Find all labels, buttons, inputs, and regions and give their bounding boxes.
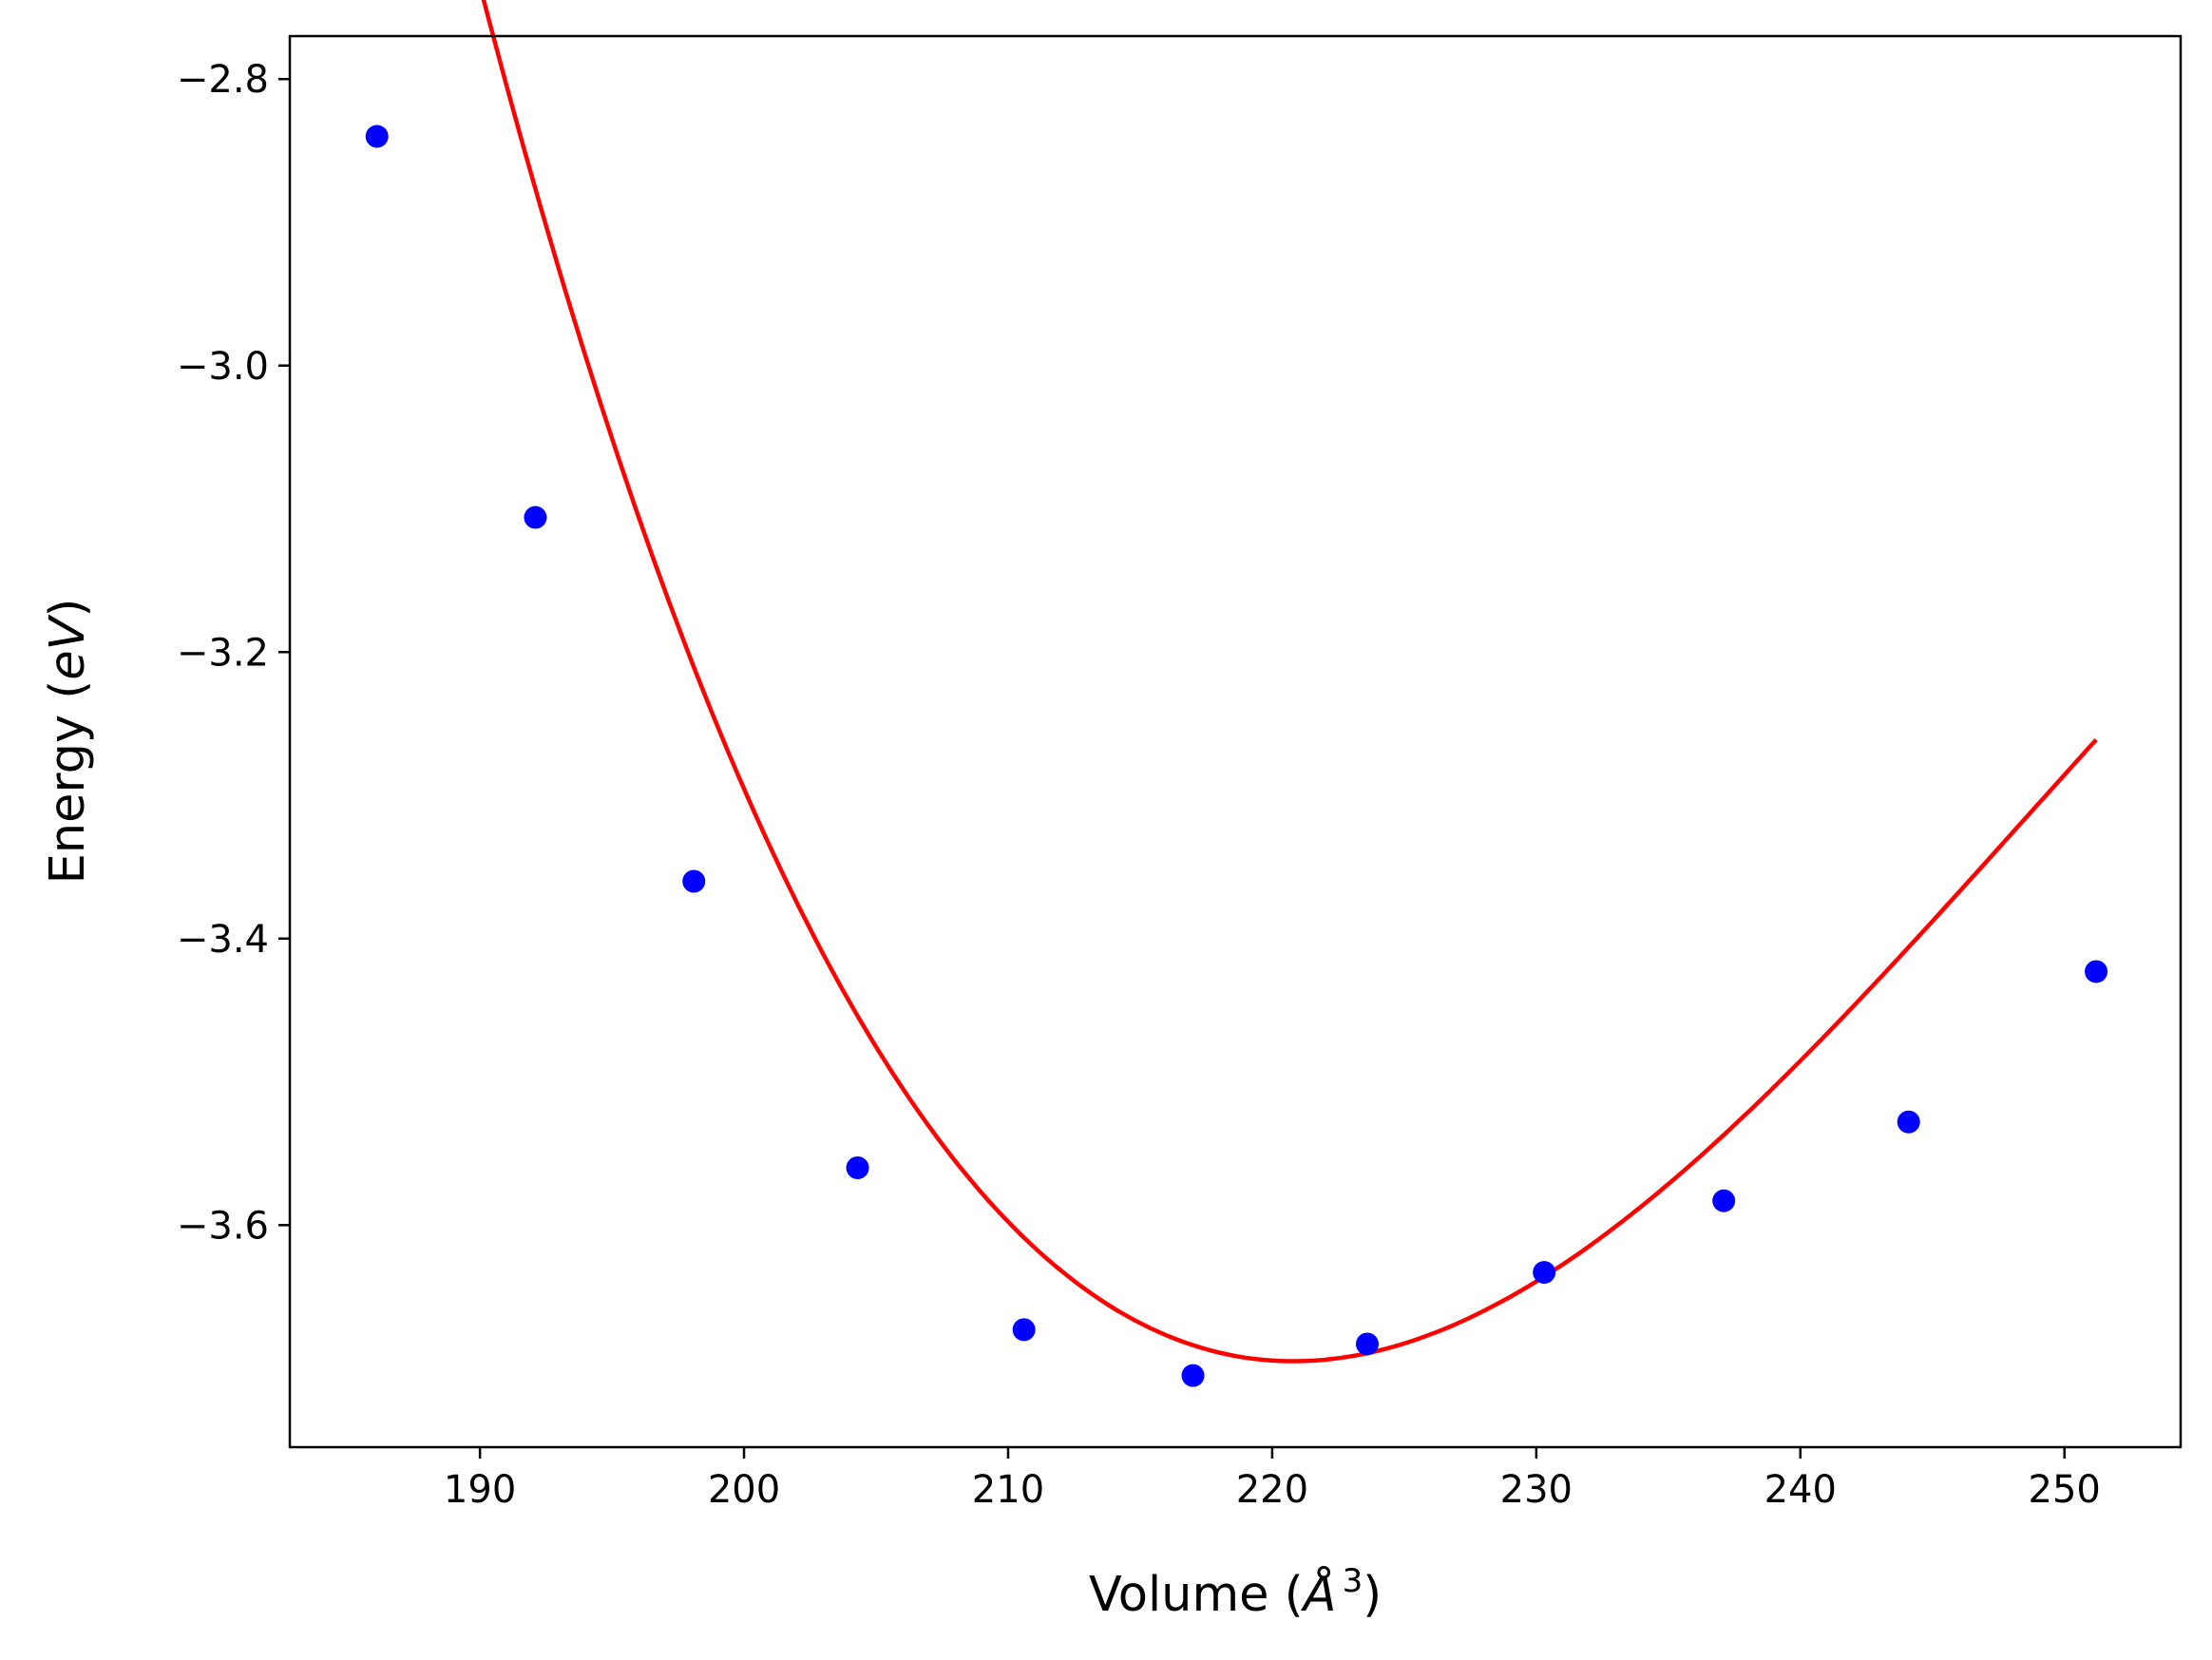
y-axis-label-italic: eV [40, 614, 96, 679]
data-point [2085, 960, 2108, 983]
y-axis-label: Energy (eV) [40, 599, 96, 885]
plot-background [290, 36, 2181, 1447]
y-axis-ticks: −2.8 −3.0 −3.2 −3.4 −3.6 [177, 58, 290, 1248]
x-tick-label: 210 [972, 1468, 1044, 1512]
fit-curve-line [481, 0, 2098, 1364]
data-point [1355, 1332, 1379, 1356]
data-point [524, 506, 547, 529]
x-axis-ticks: 190 200 210 220 230 240 250 [444, 1447, 2101, 1512]
x-axis-label: Volume (Å 3) [1089, 1562, 1382, 1623]
y-tick-label: −3.4 [177, 918, 269, 962]
y-tick-label: −3.2 [177, 631, 269, 675]
y-tick-label: −2.8 [177, 58, 269, 102]
data-point [1181, 1364, 1205, 1387]
data-point [1012, 1318, 1036, 1342]
x-tick-label: 220 [1236, 1468, 1308, 1512]
x-axis-label-symbol: Å [1301, 1564, 1337, 1623]
x-axis-label-suffix: ) [1363, 1567, 1382, 1623]
data-point [1897, 1110, 1920, 1134]
y-tick-label: −3.0 [177, 345, 269, 389]
x-tick-label: 200 [708, 1468, 780, 1512]
data-point [682, 869, 706, 893]
data-point [1533, 1261, 1556, 1285]
y-axis-label-suffix: ) [40, 599, 96, 618]
data-point [365, 124, 389, 148]
x-tick-label: 240 [1764, 1468, 1837, 1512]
x-tick-label: 190 [444, 1468, 516, 1512]
x-axis-label-superscript: 3 [1343, 1562, 1363, 1600]
y-axis-label-prefix: Energy ( [40, 680, 96, 885]
data-point [846, 1156, 869, 1180]
x-axis-label-prefix: Volume ( [1089, 1567, 1304, 1623]
data-point [1712, 1189, 1736, 1212]
fit-curve-layer [481, 0, 2098, 1364]
plot-frame [288, 34, 2183, 1449]
x-tick-label: 250 [2029, 1468, 2101, 1512]
scatter-points-layer [365, 124, 2108, 1387]
x-tick-label: 230 [1500, 1468, 1573, 1512]
y-tick-label: −3.6 [177, 1204, 269, 1248]
